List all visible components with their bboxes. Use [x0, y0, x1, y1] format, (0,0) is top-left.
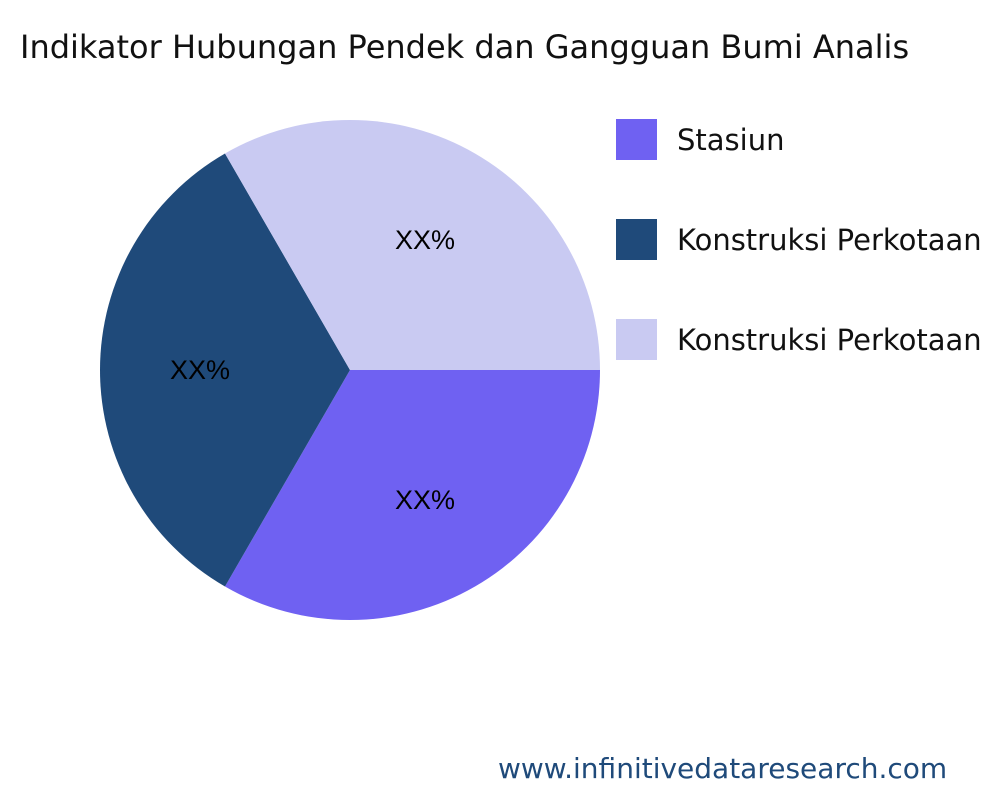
legend-swatch: [616, 119, 657, 160]
legend-swatch: [616, 219, 657, 260]
legend-label: Konstruksi Perkotaan: [677, 222, 982, 257]
legend-swatch: [616, 319, 657, 360]
chart-title: Indikator Hubungan Pendek dan Gangguan B…: [20, 28, 910, 66]
watermark: www.infinitivedataresearch.com: [498, 752, 948, 785]
legend-label: Stasiun: [677, 122, 785, 157]
slice-label: XX%: [395, 225, 455, 255]
pie-slice-0: [225, 370, 600, 620]
slice-label: XX%: [395, 485, 455, 515]
legend-label: Konstruksi Perkotaan: [677, 322, 982, 357]
legend-item: Konstruksi Perkotaan: [616, 319, 982, 360]
legend-item: Stasiun: [616, 119, 784, 160]
slice-label: XX%: [170, 355, 230, 385]
pie-slice-2: [225, 119, 600, 370]
legend-item: Konstruksi Perkotaan: [616, 219, 982, 260]
